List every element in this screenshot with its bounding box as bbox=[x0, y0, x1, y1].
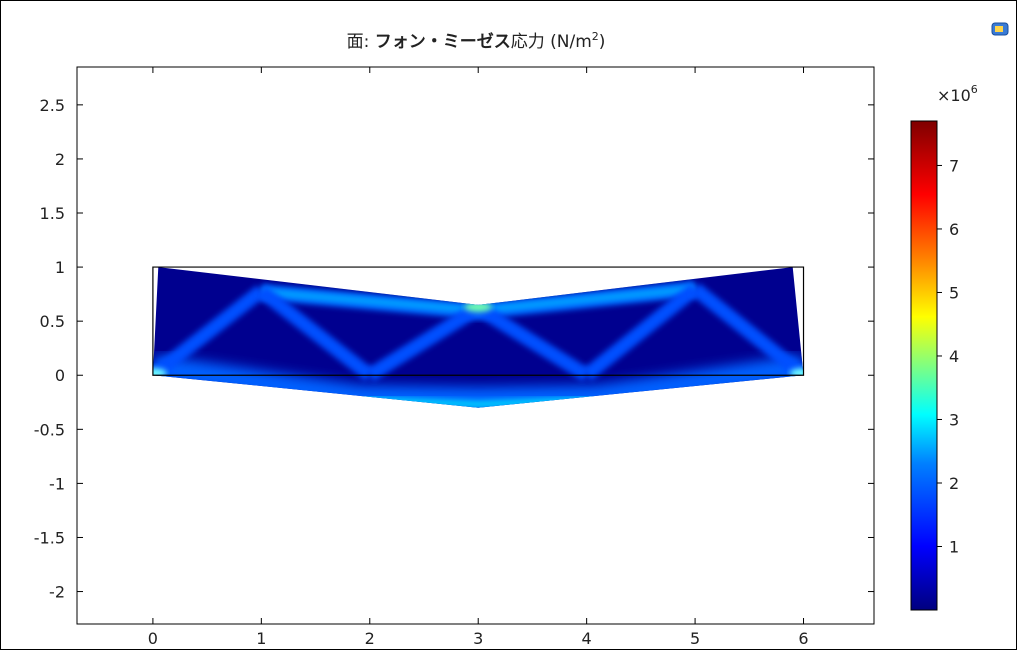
snapshot-icon[interactable] bbox=[991, 21, 1009, 37]
axis-tick-labels: 0 1 2 3 4 5 6 2.5 2 1.5 1 0.5 0 -0.5 -1 -1.5 -2 bbox=[34, 96, 809, 648]
colorbar-tick-label: 6 bbox=[949, 220, 959, 239]
stress-bands bbox=[152, 280, 804, 408]
y-tick-label: 0 bbox=[55, 366, 65, 385]
stress-hotspot-1 bbox=[464, 302, 493, 313]
y-tick-label: -1.5 bbox=[34, 528, 65, 547]
lower-chord-glow bbox=[152, 354, 804, 408]
colorbar-tick-label: 7 bbox=[949, 156, 959, 175]
chart-title-close: ) bbox=[599, 32, 606, 52]
y-tick-label: 1 bbox=[55, 258, 65, 277]
stress-field bbox=[152, 266, 805, 408]
colorbar-tick-label: 1 bbox=[949, 537, 959, 556]
y-tick-label: 1.5 bbox=[40, 204, 65, 223]
colorbar-multiplier-exp: 6 bbox=[971, 83, 978, 96]
y-tick-label: 0.5 bbox=[40, 312, 65, 331]
x-tick-label: 1 bbox=[256, 629, 266, 648]
colorbar-multiplier: ×106 bbox=[937, 83, 978, 105]
colorbar-tick-label: 4 bbox=[949, 347, 959, 366]
x-tick-label: 3 bbox=[473, 629, 483, 648]
chart-title-prefix: 面: bbox=[347, 32, 375, 52]
chart-title-tail: 応力 (N/m bbox=[511, 32, 592, 52]
colorbar-tick-label: 3 bbox=[949, 410, 959, 429]
x-tick-label: 6 bbox=[798, 629, 808, 648]
diagonal-member-5 bbox=[582, 283, 700, 381]
diagonal-member-2 bbox=[257, 285, 375, 381]
x-tick-label: 5 bbox=[690, 629, 700, 648]
colorbar-tick-label: 2 bbox=[949, 474, 959, 493]
chart-title-sup: 2 bbox=[592, 30, 599, 43]
diagonal-member-3 bbox=[366, 302, 482, 382]
chart-title: 面: フォン・ミーゼス応力 (N/m2) bbox=[347, 30, 606, 52]
chart-title-bold: フォン・ミーゼス bbox=[375, 31, 511, 52]
diagonal-member-4 bbox=[474, 302, 591, 382]
y-tick-label: -1 bbox=[49, 474, 65, 493]
undeformed-outline bbox=[152, 266, 805, 376]
y-tick-label: -2 bbox=[49, 583, 65, 602]
colorbar-ticks: 1 2 3 4 5 6 7 bbox=[937, 156, 959, 556]
axis-ticks bbox=[77, 67, 874, 624]
y-tick-label: 2.5 bbox=[40, 96, 65, 115]
y-tick-label: -0.5 bbox=[34, 420, 65, 439]
x-tick-label: 4 bbox=[582, 629, 592, 648]
colorbar-multiplier-base: ×10 bbox=[937, 86, 971, 105]
diagonal-member-1 bbox=[152, 285, 266, 381]
y-tick-label: 2 bbox=[55, 150, 65, 169]
colorbar bbox=[910, 120, 938, 611]
diagonal-member-6 bbox=[690, 283, 804, 381]
colorbar-tick-label: 5 bbox=[949, 283, 959, 302]
x-tick-label: 0 bbox=[148, 629, 158, 648]
x-tick-label: 2 bbox=[365, 629, 375, 648]
